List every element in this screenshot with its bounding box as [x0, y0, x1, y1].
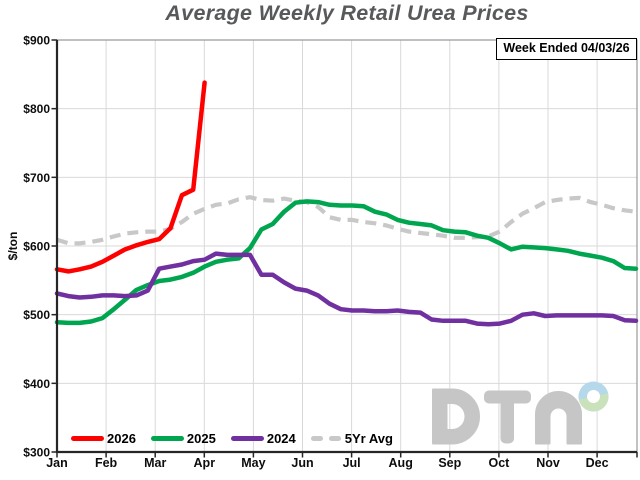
x-tick-label: Apr — [194, 456, 216, 470]
legend-item-5yr-avg: 5Yr Avg — [310, 430, 393, 446]
x-tick-label: Nov — [536, 456, 560, 470]
legend: 2026 2025 2024 5Yr Avg — [71, 430, 393, 446]
legend-item-2025: 2025 — [150, 430, 216, 446]
y-tick-label: $400 — [23, 377, 50, 391]
week-ended-badge: Week Ended 04/03/26 — [496, 38, 637, 60]
gridlines — [57, 39, 638, 452]
x-tick-label: Oct — [488, 456, 510, 470]
legend-item-2024: 2024 — [230, 430, 296, 446]
y-tick-label: $600 — [23, 240, 50, 254]
series-line-2026 — [54, 80, 207, 274]
x-tick-label: May — [241, 456, 265, 470]
chart-title: Average Weekly Retail Urea Prices — [165, 1, 529, 25]
x-tick-label: Jan — [46, 456, 68, 470]
series-5yr-avg — [56, 195, 637, 246]
y-tick-label: $300 — [23, 446, 50, 460]
series-line-2024 — [54, 251, 639, 327]
dtn-letter-n — [535, 391, 582, 445]
x-tick-label: Dec — [586, 456, 609, 470]
legend-swatch-2024 — [230, 435, 264, 441]
dtn-letter-d — [432, 388, 480, 445]
legend-item-2026: 2026 — [71, 431, 136, 446]
legend-swatch-2025 — [150, 435, 184, 441]
series-2024 — [54, 251, 639, 327]
series-line-2025 — [54, 199, 639, 326]
series-2025 — [54, 199, 639, 326]
x-tick-label: Feb — [95, 456, 118, 470]
dtn-donut-icon — [578, 381, 609, 412]
y-tick-label: $700 — [23, 171, 50, 185]
y-tick-label: $900 — [23, 34, 50, 48]
dtn-logo — [432, 381, 609, 445]
x-tick-label: Aug — [389, 456, 413, 470]
legend-label-2024: 2024 — [266, 430, 296, 446]
legend-swatch-5yr-avg — [310, 435, 342, 441]
x-tick-label: Mar — [144, 456, 166, 470]
series-2026 — [54, 80, 207, 274]
dtn-letter-t-stem — [500, 390, 514, 444]
axes — [51, 39, 638, 458]
series-line-5yr-avg — [56, 195, 637, 246]
x-tick-label: Jul — [343, 456, 361, 470]
legend-label-2026: 2026 — [107, 430, 136, 446]
legend-label-2025: 2025 — [186, 430, 216, 446]
legend-label-5yr-avg: 5Yr Avg — [344, 430, 393, 446]
y-tick-label: $800 — [23, 102, 50, 116]
x-tick-label: Sep — [438, 456, 461, 470]
x-tick-label: Jun — [291, 456, 313, 470]
legend-swatch-2026 — [71, 435, 104, 441]
axis-labels: $300 $400 $500 $600 $700 $800 $900 Jan Feb Mar Apr… — [23, 34, 608, 471]
y-tick-label: $500 — [23, 308, 50, 322]
